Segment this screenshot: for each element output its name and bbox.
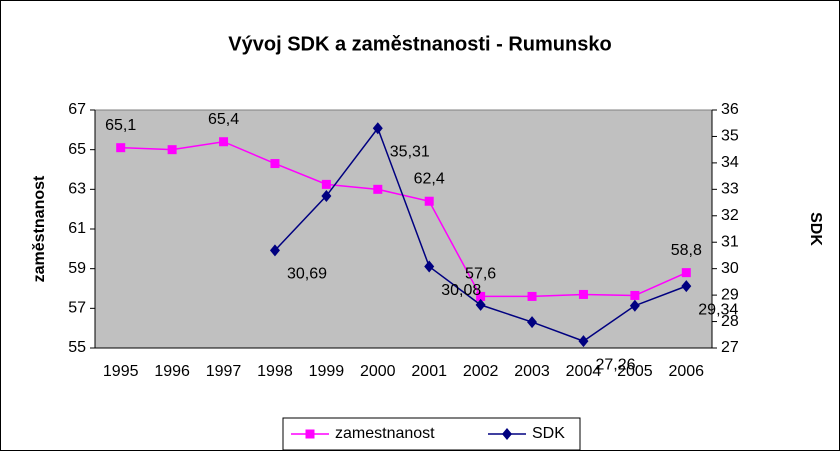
data-label: 57,6 <box>465 266 496 283</box>
y2-tick-label: 33 <box>721 181 739 198</box>
data-label: 65,4 <box>208 111 239 128</box>
data-point <box>681 280 692 293</box>
y-tick-label: 61 <box>68 220 86 237</box>
y-tick-label: 57 <box>68 300 86 317</box>
data-label: 65,1 <box>105 117 136 134</box>
data-point <box>578 335 589 348</box>
y-tick-label: 67 <box>68 101 86 118</box>
data-point <box>476 291 486 301</box>
y2-tick-label: 36 <box>721 101 739 118</box>
data-point <box>424 260 435 273</box>
y-tick-label: 59 <box>68 260 86 277</box>
data-point <box>321 189 332 202</box>
chart-title: Vývoj SDK a zaměstnanosti - Rumunsko <box>228 33 611 55</box>
data-point <box>527 291 537 301</box>
x-tick-label: 1996 <box>154 363 190 380</box>
y2-tick-label: 34 <box>721 154 739 171</box>
data-point <box>270 159 280 169</box>
y-tick-label: 65 <box>68 141 86 158</box>
y2-axis-label: SDK <box>807 212 824 246</box>
legend <box>282 417 581 451</box>
data-point <box>424 196 434 206</box>
legend-marker <box>502 428 512 440</box>
data-point <box>630 290 640 300</box>
data-point <box>372 122 383 135</box>
y-tick-label: 55 <box>68 339 86 356</box>
data-label: 62,4 <box>414 170 445 187</box>
data-point <box>167 145 177 155</box>
x-tick-label: 1998 <box>257 363 293 380</box>
legend-label: zamestnanost <box>335 425 435 442</box>
data-label: 29,34 <box>698 301 738 318</box>
x-tick-label: 1995 <box>103 363 139 380</box>
x-tick-label: 2001 <box>411 363 447 380</box>
legend-label: SDK <box>532 425 565 442</box>
y2-tick-label: 29 <box>721 286 739 303</box>
y2-tick-label: 28 <box>721 313 739 330</box>
x-tick-label: 1999 <box>309 363 345 380</box>
data-point <box>116 143 126 153</box>
y2-tick-label: 30 <box>721 260 739 277</box>
y2-tick-label: 35 <box>721 128 739 145</box>
x-tick-label: 2003 <box>514 363 550 380</box>
data-point <box>527 316 538 329</box>
data-label: 27,26 <box>595 356 635 373</box>
y2-tick-label: 27 <box>721 339 739 356</box>
data-point <box>219 137 229 147</box>
plot-area <box>94 109 713 349</box>
y-tick-label: 63 <box>68 181 86 198</box>
x-tick-label: 2004 <box>566 363 602 380</box>
data-point <box>578 289 588 299</box>
data-point <box>475 298 486 311</box>
y-axis-label: zaměstnanost <box>31 175 48 282</box>
data-label: 30,69 <box>287 266 327 283</box>
x-tick-label: 2005 <box>617 363 653 380</box>
data-label: 35,31 <box>390 143 430 160</box>
data-label: 58,8 <box>671 242 702 259</box>
data-point <box>681 268 691 278</box>
y2-tick-label: 31 <box>721 233 739 250</box>
data-point <box>629 299 640 312</box>
legend-marker <box>305 429 315 439</box>
data-point <box>321 179 331 189</box>
y2-tick-label: 32 <box>721 207 739 224</box>
data-label: 30,08 <box>441 282 481 299</box>
x-tick-label: 2006 <box>668 363 704 380</box>
data-point <box>373 184 383 194</box>
x-tick-label: 1997 <box>206 363 242 380</box>
x-tick-label: 2000 <box>360 363 396 380</box>
x-tick-label: 2002 <box>463 363 499 380</box>
data-point <box>269 244 280 257</box>
